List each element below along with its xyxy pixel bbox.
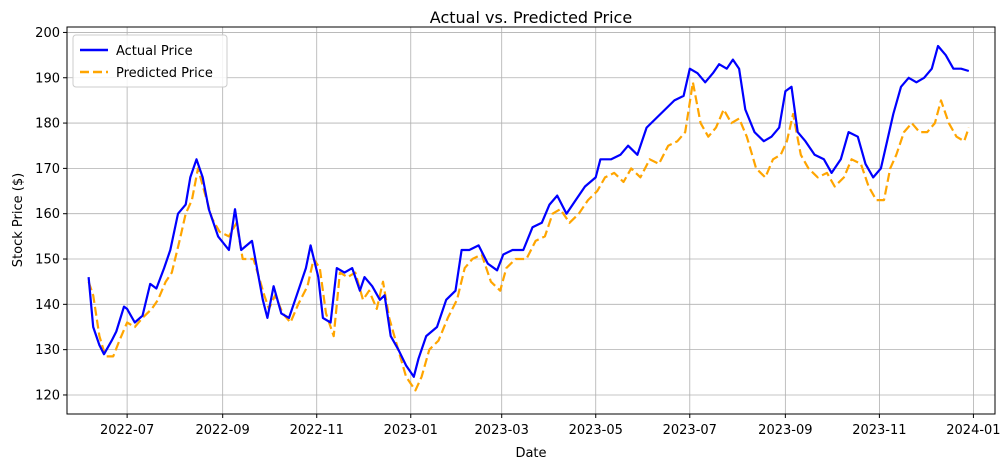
y-tick-label: 140 bbox=[35, 298, 60, 313]
x-tick-label: 2023-07 bbox=[663, 423, 717, 438]
x-tick-label: 2022-07 bbox=[100, 423, 154, 438]
legend-label-predicted: Predicted Price bbox=[116, 66, 213, 81]
x-tick-label: 2023-01 bbox=[384, 423, 438, 438]
actual-price-line bbox=[87, 44, 970, 378]
chart-title: Actual vs. Predicted Price bbox=[430, 8, 632, 27]
grid bbox=[67, 27, 995, 414]
y-tick-label: 200 bbox=[35, 26, 60, 41]
x-axis-ticks: 2022-07 2022-09 2022-11 2023-01 2023-03 2023-… bbox=[100, 414, 1001, 438]
x-tick-label: 2023-05 bbox=[569, 423, 623, 438]
legend: Actual Price Predicted Price bbox=[72, 34, 228, 88]
y-tick-label: 120 bbox=[35, 388, 60, 403]
x-tick-label: 2024-01 bbox=[946, 423, 1000, 438]
x-tick-label: 2023-03 bbox=[475, 423, 529, 438]
predicted-price-line bbox=[87, 81, 970, 392]
y-tick-label: 160 bbox=[35, 207, 60, 222]
y-tick-label: 130 bbox=[35, 343, 60, 358]
y-axis-ticks: 120 130 140 150 160 170 180 190 200 bbox=[35, 26, 67, 403]
y-tick-label: 190 bbox=[35, 71, 60, 86]
y-tick-label: 180 bbox=[35, 117, 60, 132]
y-axis-label: Stock Price ($) bbox=[11, 173, 26, 267]
legend-box bbox=[72, 34, 228, 88]
x-axis-label: Date bbox=[515, 446, 546, 461]
x-tick-label: 2022-11 bbox=[290, 423, 344, 438]
x-tick-label: 2023-09 bbox=[758, 423, 812, 438]
series-lines bbox=[87, 44, 970, 392]
x-tick-label: 2022-09 bbox=[196, 423, 250, 438]
y-tick-label: 150 bbox=[35, 253, 60, 268]
legend-label-actual: Actual Price bbox=[116, 44, 193, 59]
plot-frame bbox=[66, 26, 996, 415]
y-tick-label: 170 bbox=[35, 162, 60, 177]
x-tick-label: 2023-11 bbox=[852, 423, 906, 438]
